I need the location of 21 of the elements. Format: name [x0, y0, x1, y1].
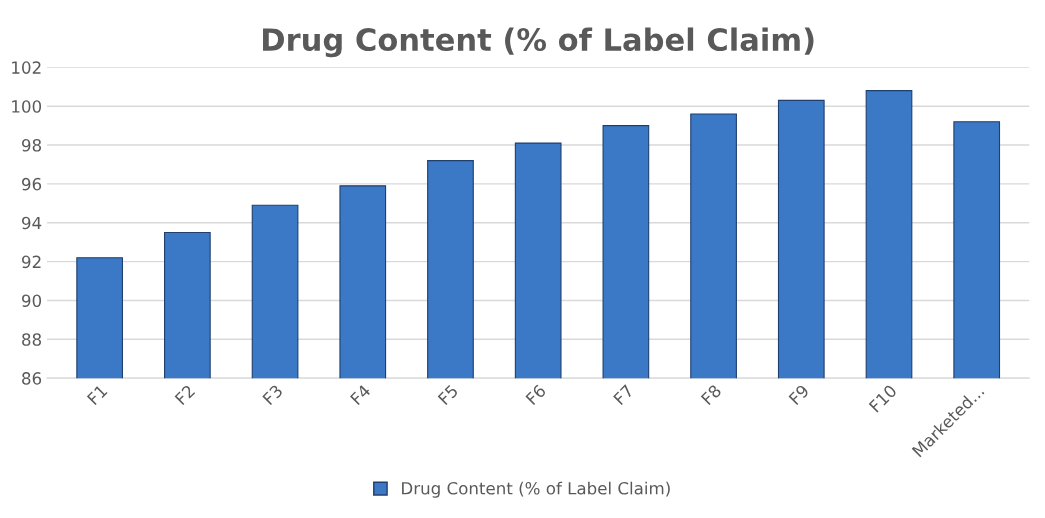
- x-tick-label: F3: [262, 384, 284, 406]
- y-tick-label: 90: [22, 294, 42, 308]
- x-tick-label: F1: [86, 384, 108, 406]
- x-tick-label: F7: [613, 384, 634, 406]
- x-tick-label: F8: [700, 384, 722, 406]
- x-tick-label: F10: [868, 383, 898, 413]
- legend-label: Drug Content (% of Label Claim): [402, 481, 670, 498]
- x-tick-label: F6: [525, 383, 547, 406]
- x-tick-label: F4: [350, 384, 372, 406]
- x-tick-label: F9: [788, 384, 810, 406]
- y-tick-label: 94: [22, 216, 42, 230]
- y-tick-label: 96: [22, 177, 42, 191]
- x-tick-label: F2: [174, 384, 196, 406]
- y-tick-label: 92: [22, 255, 41, 269]
- y-tick-label: 98: [22, 139, 42, 152]
- y-tick-label: 102: [12, 61, 41, 74]
- x-tick-label: F5: [437, 384, 459, 406]
- chart-title: Drug Content (% of Label Claim): [263, 27, 814, 58]
- y-tick-label: 86: [22, 372, 42, 385]
- y-tick-label: 100: [12, 100, 42, 113]
- y-tick-label: 88: [22, 333, 42, 346]
